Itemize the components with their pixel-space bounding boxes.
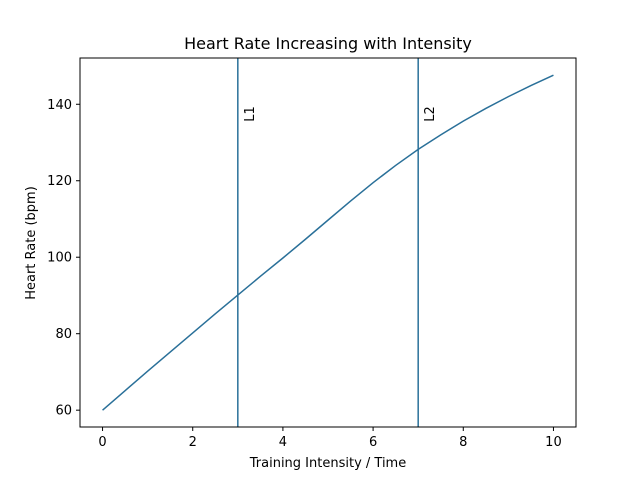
vline-label-l1: L1 <box>243 106 258 122</box>
x-tick-label: 0 <box>98 435 106 450</box>
plot-area: L1 L2 <box>102 58 554 427</box>
x-axis: 0 2 4 6 8 10 <box>98 427 562 450</box>
x-tick-label: 10 <box>545 435 562 450</box>
vline-label-l2: L2 <box>423 106 438 122</box>
y-tick-label: 80 <box>55 327 72 342</box>
y-axis: 60 80 100 120 140 <box>47 98 80 419</box>
series-line-0 <box>102 74 554 411</box>
x-tick-label: 4 <box>279 435 287 450</box>
x-tick-label: 2 <box>189 435 197 450</box>
x-axis-label: Training Intensity / Time <box>249 456 406 471</box>
y-tick-label: 60 <box>55 404 72 419</box>
x-tick-label: 8 <box>459 435 467 450</box>
y-tick-label: 140 <box>47 98 72 113</box>
axes-frame <box>79 57 577 428</box>
y-tick-label: 120 <box>47 174 72 189</box>
y-axis-label: Heart Rate (bpm) <box>24 186 39 300</box>
y-tick-label: 100 <box>47 251 72 266</box>
chart-title: Heart Rate Increasing with Intensity <box>184 34 472 53</box>
x-tick-label: 6 <box>369 435 377 450</box>
